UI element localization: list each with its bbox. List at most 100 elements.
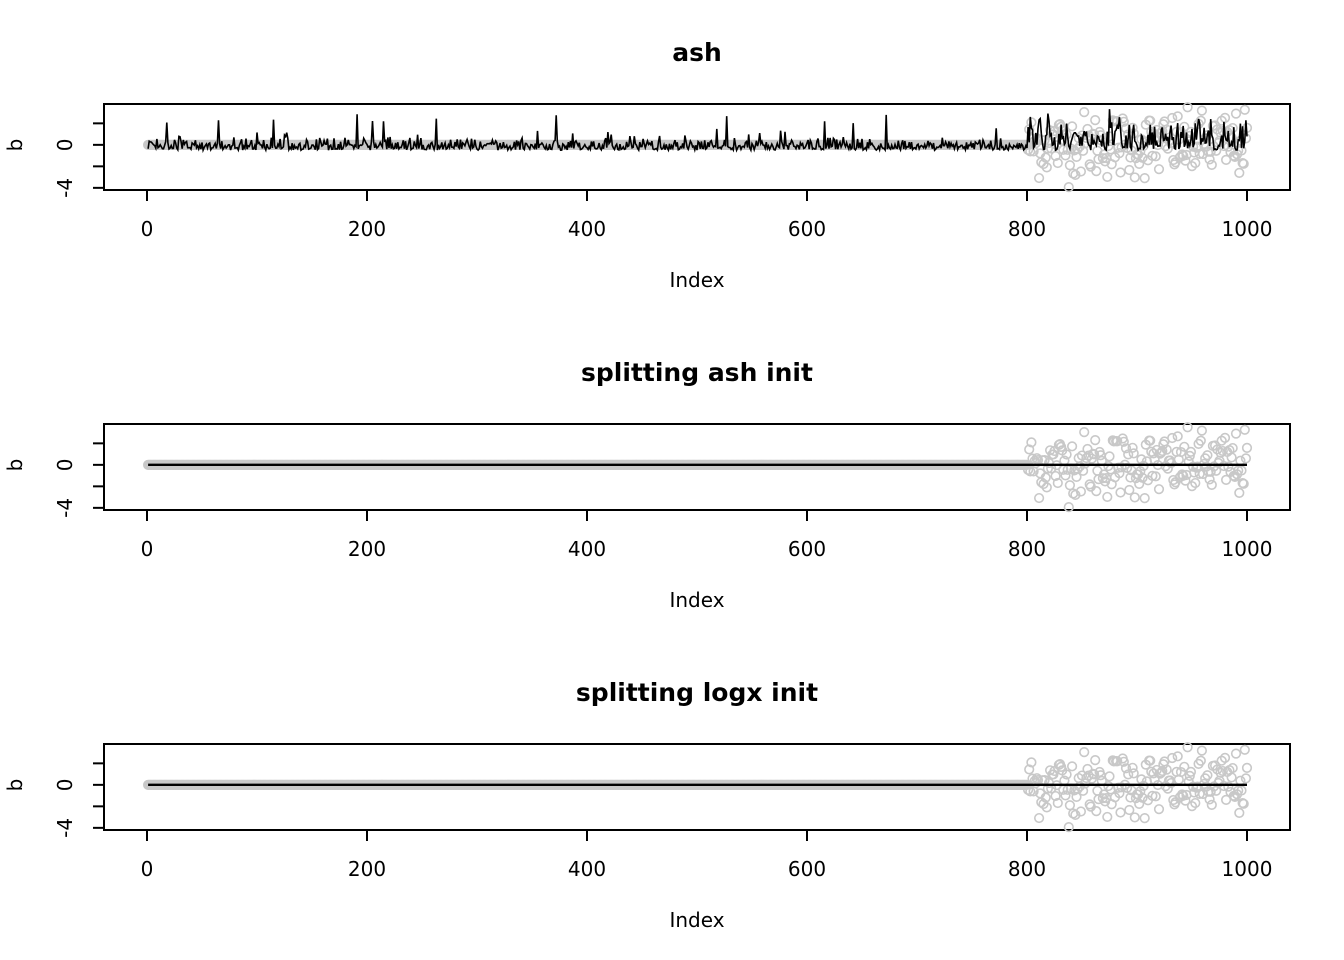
x-tick-label-800: 800 — [1008, 857, 1046, 881]
data-point — [1050, 790, 1061, 802]
x-tick-label-200: 200 — [348, 537, 386, 561]
data-point — [1238, 158, 1249, 169]
data-point — [1180, 795, 1191, 806]
data-point — [1186, 161, 1198, 172]
data-point — [1218, 780, 1229, 792]
data-point — [1033, 492, 1045, 504]
data-point — [1079, 107, 1090, 118]
data-point — [1083, 450, 1094, 461]
x-tick-label-0: 0 — [141, 857, 154, 881]
data-point — [1128, 448, 1139, 459]
data-point — [1127, 442, 1138, 453]
data-point — [1167, 432, 1178, 444]
data-point — [1198, 138, 1210, 150]
data-point — [1026, 757, 1037, 768]
x-tick-label-0: 0 — [141, 537, 154, 561]
data-point — [1219, 112, 1231, 123]
data-point — [1063, 502, 1074, 513]
chart-panel-1: ash 0 200 400 600 800 1000 Index -4 0 b — [3, 38, 1291, 292]
data-point — [1233, 785, 1244, 796]
data-point — [1066, 761, 1078, 772]
data-point — [1219, 432, 1231, 443]
data-point — [1025, 466, 1036, 477]
x-tick-label-400: 400 — [568, 217, 606, 241]
data-point — [1180, 155, 1191, 166]
data-point — [1150, 471, 1161, 482]
data-point — [1239, 744, 1250, 755]
data-point — [1202, 450, 1213, 461]
data-point — [1168, 794, 1179, 806]
data-point — [1205, 786, 1216, 797]
data-point — [1212, 124, 1223, 135]
data-point — [1118, 756, 1129, 767]
data-point — [1190, 477, 1201, 489]
x-tick-label-1000: 1000 — [1222, 217, 1273, 241]
x-axis-label: Index — [669, 268, 724, 292]
data-point — [1220, 154, 1232, 165]
data-point — [1052, 477, 1063, 489]
data-point — [1139, 813, 1150, 824]
data-point — [1075, 486, 1086, 497]
data-point — [1063, 822, 1074, 833]
data-point — [1070, 809, 1081, 820]
data-point — [1238, 478, 1249, 489]
data-point — [1088, 449, 1100, 460]
data-point — [1041, 482, 1052, 493]
data-point — [1066, 121, 1078, 132]
estimate-line — [147, 109, 1248, 154]
data-point — [1025, 146, 1036, 157]
data-point — [1091, 166, 1102, 177]
x-tick-label-1000: 1000 — [1222, 537, 1273, 561]
data-point — [1120, 763, 1132, 774]
x-tick-label-400: 400 — [568, 537, 606, 561]
data-point — [1090, 434, 1101, 446]
data-point — [1234, 487, 1245, 498]
data-point — [1190, 797, 1201, 809]
data-point — [1153, 164, 1165, 175]
data-point — [1182, 102, 1193, 113]
data-point — [1083, 130, 1094, 141]
data-point — [1215, 767, 1226, 778]
data-point — [1182, 422, 1193, 433]
data-point — [1241, 762, 1253, 773]
data-point — [1150, 151, 1161, 162]
data-point — [1129, 172, 1140, 183]
data-point — [1129, 812, 1140, 823]
data-point — [1079, 427, 1090, 438]
data-point — [1026, 437, 1037, 448]
y-axis-label: b — [3, 139, 27, 152]
data-point — [1025, 786, 1036, 797]
data-point — [1052, 157, 1063, 169]
data-point — [1115, 807, 1126, 818]
data-point — [1033, 812, 1045, 824]
data-point — [1230, 748, 1242, 759]
chart-panel-2: splitting ash init 0 200 400 600 800 1000 Index… — [3, 358, 1291, 612]
data-point — [1150, 791, 1161, 802]
data-point — [1024, 444, 1035, 455]
x-axis-label: Index — [669, 588, 724, 612]
data-point — [1139, 173, 1150, 184]
data-point — [1038, 798, 1049, 810]
data-point — [1091, 806, 1102, 817]
data-point — [1088, 769, 1100, 780]
data-point — [1215, 447, 1226, 458]
data-point — [1218, 460, 1229, 472]
y-axis-label: b — [3, 779, 27, 792]
data-point — [1060, 470, 1071, 481]
data-point — [1050, 470, 1061, 482]
data-point — [1153, 804, 1165, 815]
data-point — [1052, 797, 1063, 809]
data-point — [1137, 472, 1148, 483]
y-tick-label-0: 0 — [53, 138, 77, 151]
x-tick-label-1000: 1000 — [1222, 857, 1273, 881]
chart-panel-3: splitting logx init 0 200 400 600 800 1000 Inde… — [3, 678, 1291, 932]
data-point — [1061, 769, 1072, 780]
data-point — [1128, 768, 1139, 779]
data-point — [1236, 465, 1247, 476]
data-point — [1223, 461, 1234, 472]
data-point — [1090, 754, 1101, 766]
data-point — [1184, 770, 1195, 781]
data-point — [1040, 472, 1051, 483]
data-point — [1238, 798, 1249, 809]
data-point — [1115, 167, 1126, 178]
